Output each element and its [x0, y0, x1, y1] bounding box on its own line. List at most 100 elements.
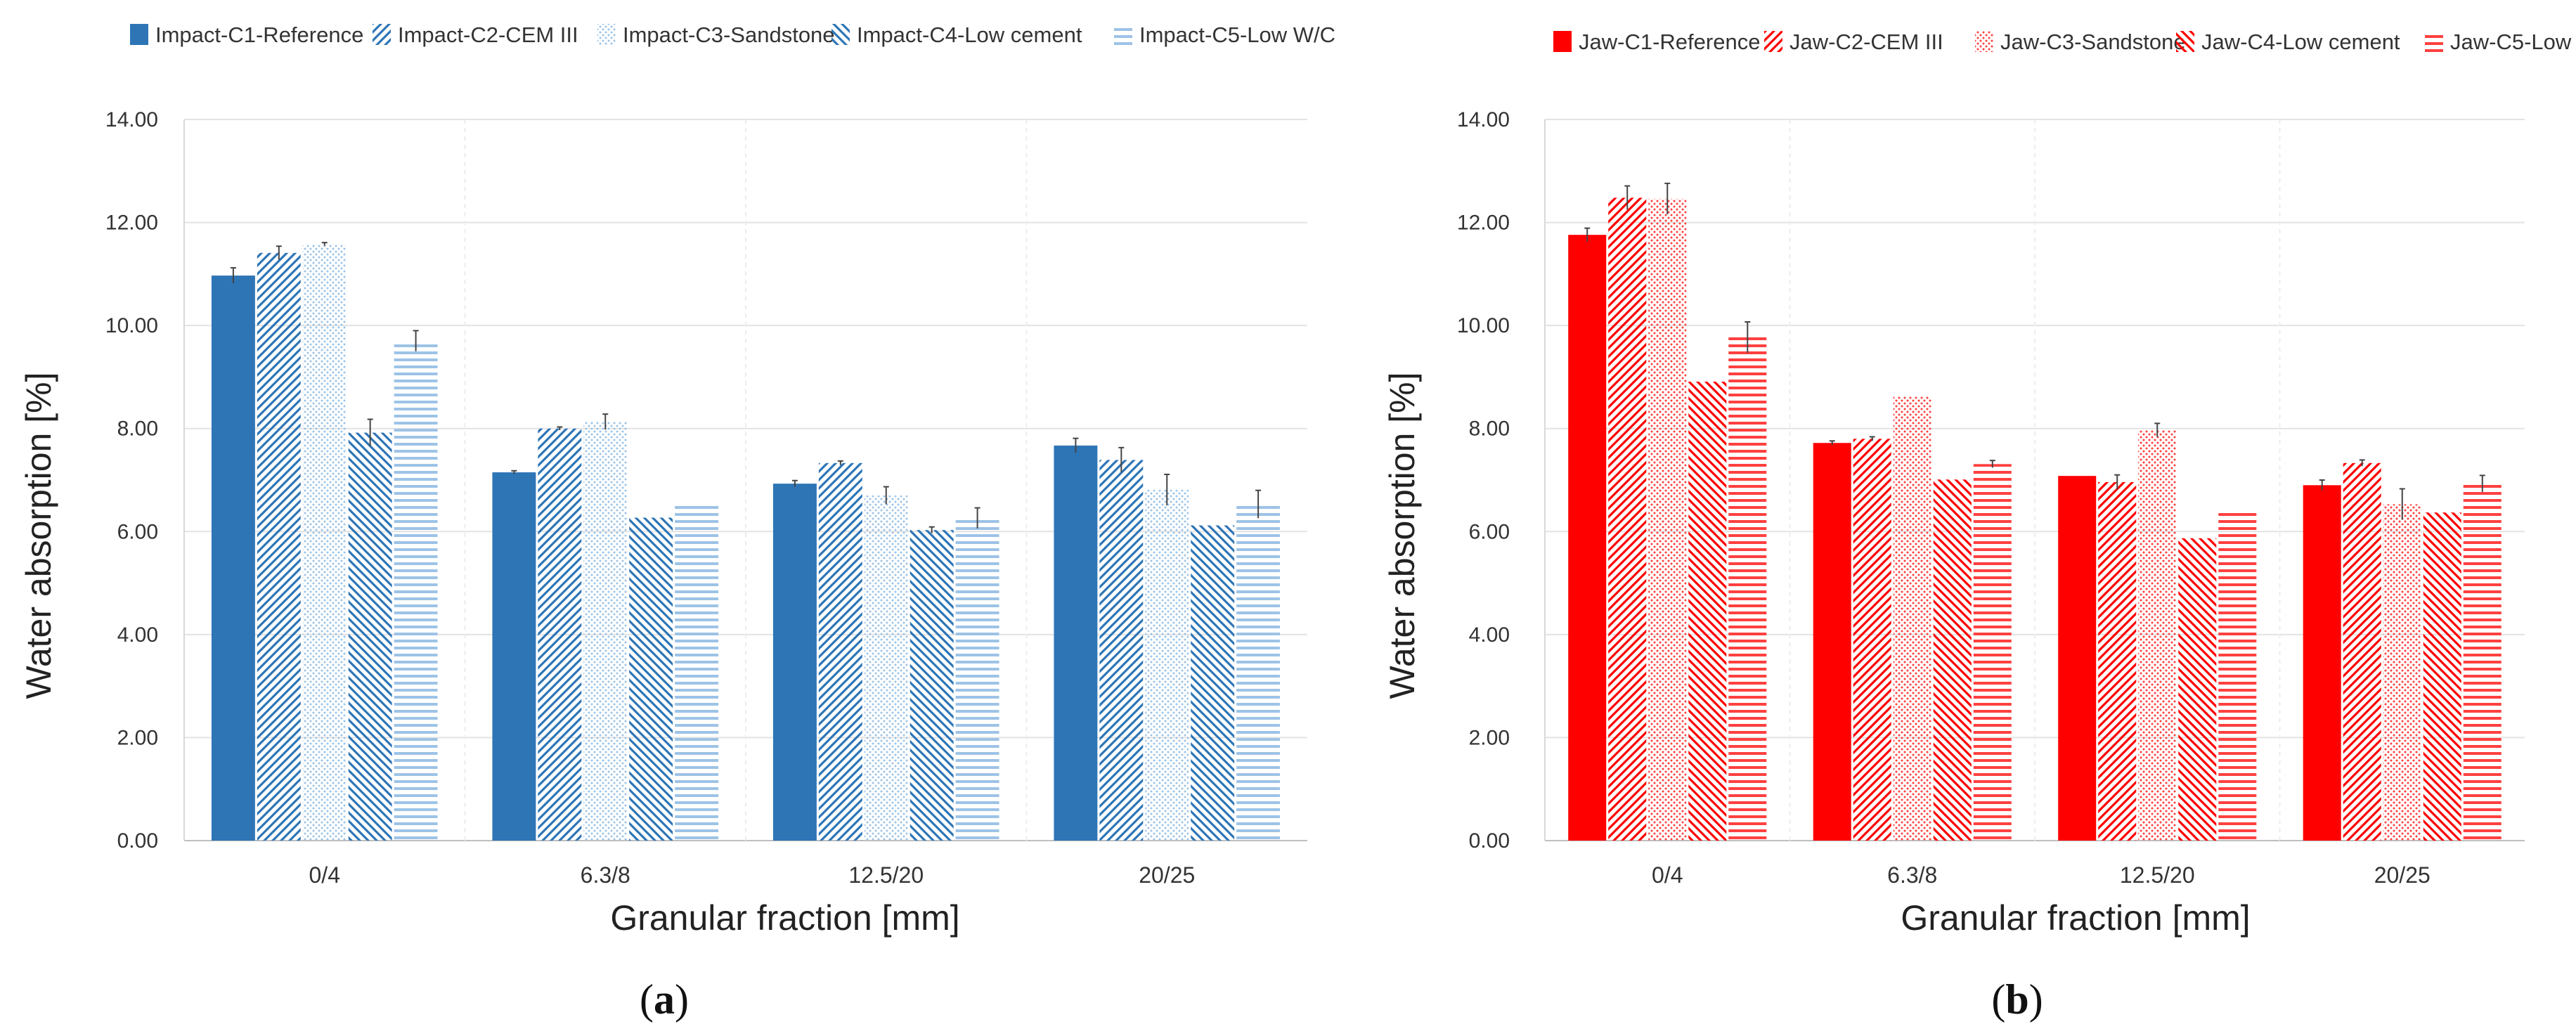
legend-label: Impact-C3-Sandstone [623, 22, 835, 47]
bar-a-1 [1054, 445, 1098, 841]
y-tick-label: 10.00 [1457, 314, 1510, 337]
x-category-label: 20/25 [2374, 862, 2431, 888]
error-bar [1073, 437, 1079, 453]
y-ticks-a: 0.00 2.00 4.00 6.00 8.00 10.00 12.00 14.00 [105, 108, 158, 853]
legend-swatch [130, 24, 148, 45]
legend-item: Impact-C4-Low cement [831, 22, 1082, 47]
error-bar [837, 460, 843, 465]
x-category-label: 0/4 [309, 862, 340, 888]
error-bar [2359, 459, 2365, 467]
bar-b-4 [1933, 479, 1972, 841]
x-category-label: 6.3/8 [1887, 862, 1937, 888]
bar-b-2 [2343, 462, 2381, 841]
chart-panel-a: Impact-C1-Reference Impact-C2-CEM III Impa… [19, 22, 1335, 1023]
error-bar [1829, 440, 1835, 446]
bar-a-1 [492, 472, 536, 841]
x-axis-title-a: Granular fraction [mm] [610, 898, 959, 938]
legend-swatch [2425, 31, 2443, 52]
error-bar [1745, 321, 1751, 353]
legend-swatch [831, 24, 850, 45]
legend-label: Jaw-C4-Low cement [2201, 30, 2400, 54]
x-category-label: 0/4 [1652, 862, 1683, 888]
y-ticks-b: 0.00 2.00 4.00 6.00 8.00 10.00 12.00 14.00 [1457, 108, 1510, 853]
error-bar [276, 245, 282, 260]
bar-a-2 [257, 252, 301, 841]
legend-swatch [1553, 31, 1572, 52]
error-bar [1118, 446, 1125, 473]
bar-a-4 [629, 517, 673, 841]
error-bar [791, 479, 798, 487]
bar-a-3 [583, 422, 628, 841]
x-category-label: 12.5/20 [848, 862, 924, 888]
legend-item: Impact-C3-Sandstone [597, 22, 835, 47]
y-tick-label: 0.00 [1469, 829, 1510, 853]
legend-item: Jaw-C3-Sandstone [1975, 30, 2186, 54]
error-bar [1255, 489, 1262, 519]
legend-label: Impact-C1-Reference [155, 22, 363, 47]
x-axis-title-b: Granular fraction [mm] [1901, 898, 2250, 938]
bar-a-4 [348, 432, 392, 841]
bar-a-2 [818, 462, 862, 841]
bar-a-5 [1236, 504, 1281, 841]
y-tick-label: 2.00 [117, 726, 158, 749]
legend-swatch [1975, 31, 1993, 52]
legend-item: Impact-C1-Reference [130, 22, 363, 47]
error-bar [413, 330, 419, 351]
bar-a-3 [302, 244, 347, 841]
bar-a-3 [864, 495, 908, 841]
bar-b-3 [1893, 396, 1931, 841]
x-category-label: 20/25 [1139, 862, 1195, 888]
error-bar [1989, 460, 1995, 468]
panel-label-b: (b) [1991, 976, 2043, 1023]
bar-a-1 [772, 484, 817, 841]
bar-b-4 [1688, 382, 1727, 841]
error-bar [367, 418, 373, 446]
error-bar [1664, 182, 1671, 214]
error-bar [602, 413, 609, 430]
bar-b-1 [2303, 485, 2341, 841]
x-categories-b: 0/4 6.3/8 12.5/20 20/25 [1652, 862, 2431, 888]
error-bar [1869, 436, 1875, 441]
error-bar [1584, 227, 1591, 242]
legend-item: Impact-C2-CEM III [373, 22, 578, 47]
bar-b-4 [2423, 512, 2461, 841]
y-axis-title-b: Water absorption [%] [1383, 372, 1422, 699]
error-bar [2114, 474, 2121, 490]
y-axis-title-a: Water absorption [%] [19, 372, 58, 699]
y-tick-label: 6.00 [1469, 520, 1510, 543]
bar-b-4 [2178, 538, 2217, 841]
legend-item: Jaw-C5-Low W/C [2425, 30, 2576, 54]
legend-swatch [373, 24, 391, 45]
error-bar [883, 486, 889, 505]
bar-a-4 [1191, 525, 1235, 841]
legend-swatch [1114, 24, 1132, 45]
bar-a-2 [538, 428, 582, 841]
bar-b-5 [1973, 464, 2012, 841]
y-tick-label: 12.00 [1457, 212, 1510, 235]
error-bar [1164, 473, 1170, 505]
bar-b-1 [1813, 443, 1851, 841]
y-tick-label: 4.00 [1469, 623, 1510, 647]
y-tick-label: 8.00 [117, 417, 158, 441]
bar-b-3 [2138, 429, 2177, 841]
error-bar [2399, 488, 2405, 520]
error-bar [230, 267, 236, 284]
legend-item: Impact-C5-Low W/C [1114, 22, 1335, 47]
y-tick-label: 14.00 [1457, 108, 1510, 131]
legend-item: Jaw-C4-Low cement [2176, 30, 2400, 54]
legend-swatch [2176, 31, 2194, 52]
y-tick-label: 0.00 [117, 829, 158, 853]
bar-b-5 [2463, 484, 2501, 841]
y-tick-label: 10.00 [105, 314, 158, 337]
y-tick-label: 12.00 [105, 212, 158, 235]
y-tick-label: 14.00 [105, 108, 158, 131]
bar-b-3 [2383, 504, 2421, 841]
legend-item: Jaw-C2-CEM III [1764, 30, 1943, 54]
bar-a-3 [1145, 489, 1189, 841]
error-bar [321, 242, 328, 246]
bar-b-5 [2218, 509, 2257, 841]
y-tick-label: 4.00 [117, 623, 158, 647]
bar-a-1 [211, 276, 255, 841]
error-bar [557, 426, 563, 430]
